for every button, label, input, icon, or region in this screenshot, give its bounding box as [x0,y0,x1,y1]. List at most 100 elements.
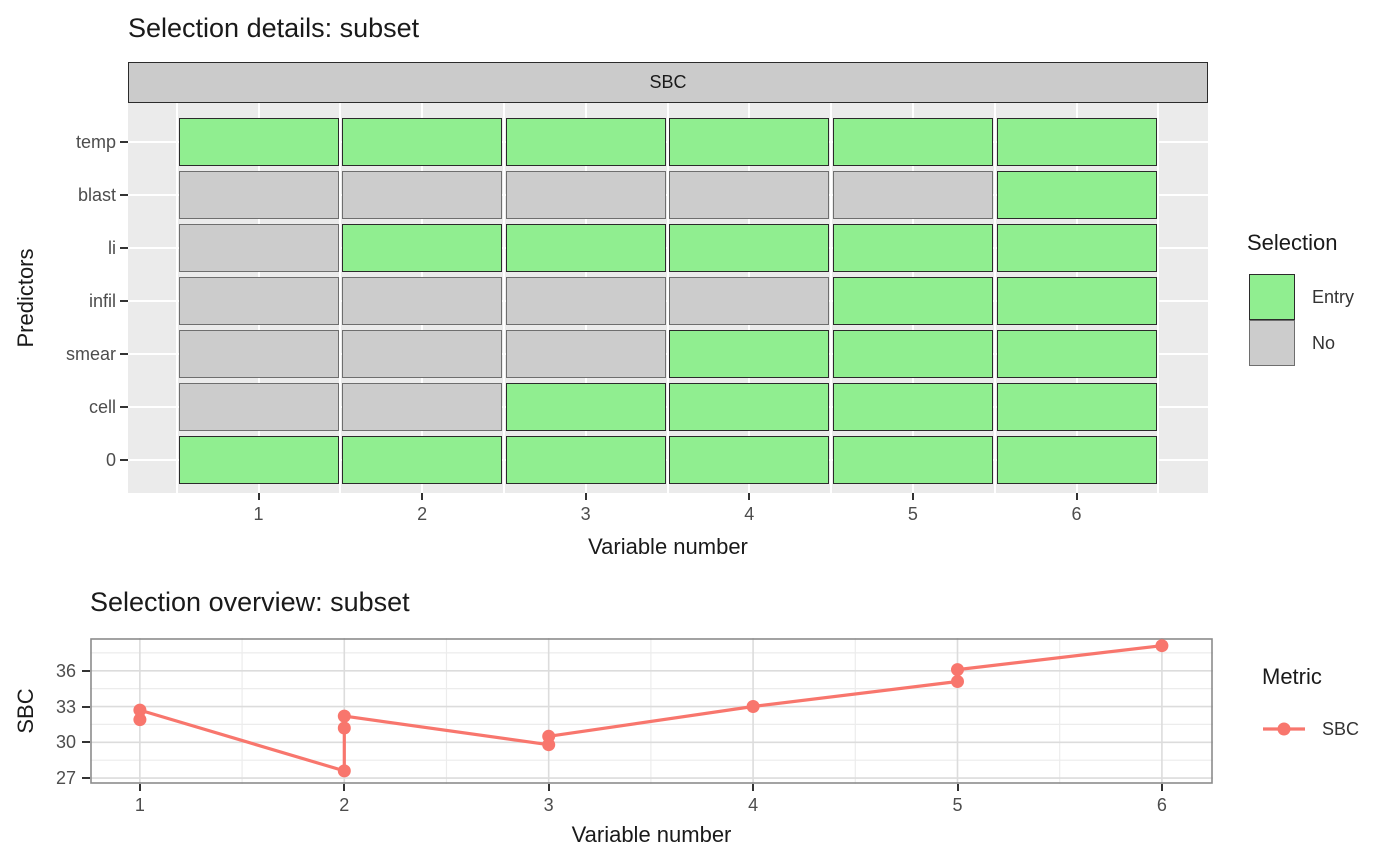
top-x-tick [584,493,587,500]
tile-0-var5-entry [832,435,993,484]
panel-gridline-v [666,103,669,493]
top-x-tick [748,493,751,500]
panel-gridline-v [502,103,505,493]
data-point-SBC-x5 [951,663,964,677]
tile-blast-var2-no [342,170,503,219]
bottom-y-tick [82,669,90,672]
bottom-x-tick [547,784,550,791]
top-y-tick [120,352,128,355]
tile-temp-var6-entry [996,117,1157,166]
panel-gridline-v [993,103,996,493]
tile-temp-var2-entry [342,117,503,166]
bottom-y-tick [82,705,90,708]
panel-gridline-h [128,405,1208,408]
top-y-tick-label-blast: blast [77,184,116,205]
tile-cell-var2-no [342,382,503,431]
tile-cell-var4-entry [669,382,830,431]
metric-legend-key [1263,722,1305,736]
panel-gridline-v [830,103,833,493]
bottom-x-tick-label-1: 1 [134,795,145,815]
bottom-x-tick-label-5: 5 [952,795,963,815]
tile-li-var1-no [178,223,339,272]
top-y-tick [120,458,128,461]
tile-smear-var4-entry [669,329,830,378]
top-x-tick-label-6: 6 [1071,504,1082,524]
legend-label-entry: Entry [1312,287,1355,307]
selection-details-panel [128,103,1208,493]
bottom-y-tick-label-33: 33 [55,696,76,717]
tile-0-var1-entry [178,435,339,484]
tile-infil-var3-no [505,276,666,325]
top-x-tick-label-1: 1 [253,504,264,524]
data-point-SBC-x1 [133,713,147,727]
panel-gridline-h [128,352,1208,355]
panel-gridline-h [128,458,1208,461]
data-point-SBC-x4 [746,700,760,713]
top-y-tick-label-cell: cell [88,396,116,417]
top-y-tick-label-infil: infil [88,290,116,311]
tile-blast-var1-no [178,170,339,219]
overview-line-chart-panel [90,638,1213,784]
top-y-tick [120,299,128,302]
top-x-tick [421,493,424,500]
top-y-tick [120,405,128,408]
tile-smear-var3-no [505,329,666,378]
legend-key-no-swatch [1249,320,1295,366]
bottom-x-tick [752,784,755,791]
tile-temp-var3-entry [505,117,666,166]
top-x-tick [257,493,260,500]
tile-cell-var5-entry [832,382,993,431]
tile-cell-var3-entry [505,382,666,431]
metric-legend-title: Metric [1262,664,1322,689]
data-point-SBC-x1 [133,703,147,717]
data-point-SBC-x2 [337,721,351,735]
top-x-tick [911,493,914,500]
data-point-SBC-x2 [337,764,351,778]
tile-li-var3-entry [505,223,666,272]
bottom-x-axis-title: Variable number [571,822,732,847]
panel-gridline-v [339,103,342,493]
panel-gridline-h [128,246,1208,249]
metric-key-dot [1277,722,1291,736]
bottom-x-tick [343,784,346,791]
tile-infil-var2-no [342,276,503,325]
tile-smear-var1-no [178,329,339,378]
bottom-x-tick-label-2: 2 [339,795,350,815]
top-x-axis-title: Variable number [588,534,748,559]
top-y-tick-label-0: 0 [105,449,116,470]
top-x-tick-label-3: 3 [580,504,591,524]
bottom-y-tick-label-36: 36 [55,660,76,681]
bottom-chart-title: Selection overview: subset [90,587,410,617]
tile-li-var6-entry [996,223,1157,272]
top-y-tick-label-li: li [108,237,116,258]
tile-li-var5-entry [832,223,993,272]
tile-infil-var5-entry [832,276,993,325]
tile-temp-var1-entry [178,117,339,166]
bottom-y-tick-label-30: 30 [55,732,76,753]
tile-0-var6-entry [996,435,1157,484]
top-x-tick-label-4: 4 [744,504,755,524]
tile-smear-var6-entry [996,329,1157,378]
tile-0-var4-entry [669,435,830,484]
facet-strip: SBC [128,62,1208,103]
top-x-tick-label-2: 2 [417,504,428,524]
legend-label-sbc: SBC [1322,719,1360,739]
tile-blast-var5-no [832,170,993,219]
facet-strip-label: SBC [649,72,687,92]
data-point-SBC-x5 [951,675,964,688]
tile-cell-var1-no [178,382,339,431]
tile-infil-var1-no [178,276,339,325]
legend-label-no: No [1312,333,1336,353]
top-y-tick-label-temp: temp [75,131,116,152]
bottom-x-tick-label-6: 6 [1156,795,1167,815]
top-chart-title: Selection details: subset [128,13,420,43]
data-point-SBC-x3 [542,729,556,743]
tile-0-var3-entry [505,435,666,484]
top-y-tick [120,140,128,143]
panel-gridline-h [128,193,1208,196]
panel-gridline-v [1157,103,1160,493]
bottom-x-tick-label-3: 3 [543,795,554,815]
bottom-y-tick-label-27: 27 [55,768,76,788]
tile-0-var2-entry [342,435,503,484]
tile-blast-var4-no [669,170,830,219]
